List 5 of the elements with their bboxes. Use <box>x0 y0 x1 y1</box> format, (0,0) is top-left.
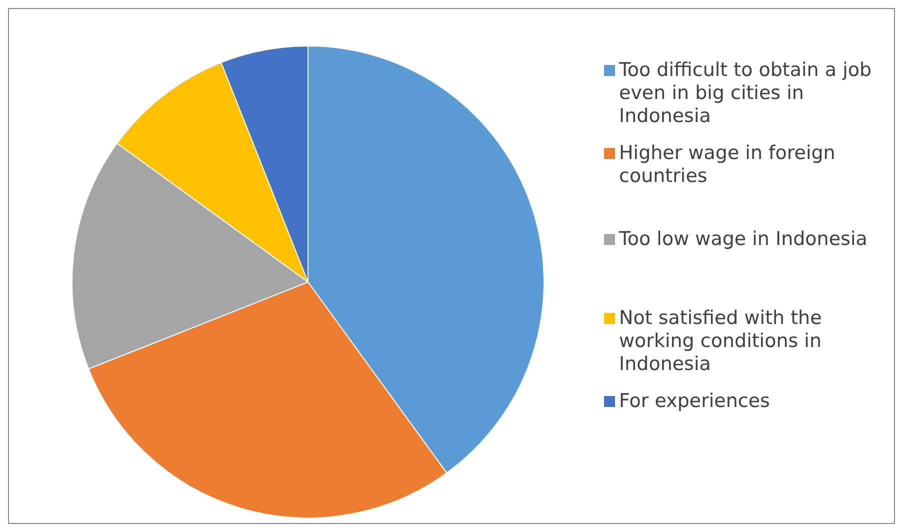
legend-label: For experiences <box>619 390 770 413</box>
legend-label: Not satisfied with the working conditions in Indonesia <box>619 307 823 376</box>
legend-label: Higher wage in foreign countries <box>619 142 836 188</box>
legend-label: Too low wage in Indonesia <box>619 228 868 251</box>
legend-label: Too difficult to obtain a job even in big cities in Indonesia <box>619 59 873 128</box>
